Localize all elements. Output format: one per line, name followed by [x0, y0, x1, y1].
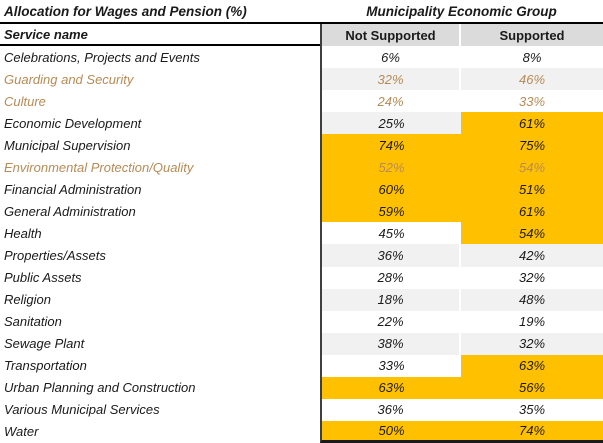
table-row: Guarding and Security 32% 46% [0, 68, 603, 91]
supported-header: Supported [461, 24, 603, 47]
service-name-cell: Water [0, 420, 320, 443]
service-name-cell: Public Assets [0, 266, 320, 289]
table-row: Sanitation 22% 19% [0, 310, 603, 333]
supported-cell: 56% [461, 376, 603, 399]
not-supported-cell: 25% [320, 112, 461, 135]
table-row: Municipal Supervision 74% 75% [0, 134, 603, 157]
table-row: Health 45% 54% [0, 222, 603, 245]
table-row: Environmental Protection/Quality 52% 54% [0, 156, 603, 179]
service-name-cell: Religion [0, 288, 320, 311]
table-body: Service name Not Supported Supported Cel… [0, 24, 603, 443]
not-supported-cell: 32% [320, 68, 461, 91]
table-row: Urban Planning and Construction 63% 56% [0, 376, 603, 399]
table-row: Sewage Plant 38% 32% [0, 332, 603, 355]
title-row: Allocation for Wages and Pension (%) Mun… [0, 0, 603, 24]
service-name-cell: Guarding and Security [0, 68, 320, 91]
table-row: Public Assets 28% 32% [0, 266, 603, 289]
supported-cell: 48% [461, 288, 603, 311]
not-supported-cell: 28% [320, 266, 461, 289]
not-supported-cell: 36% [320, 398, 461, 421]
not-supported-header: Not Supported [320, 24, 461, 47]
not-supported-cell: 6% [320, 46, 461, 69]
service-name-cell: Properties/Assets [0, 244, 320, 267]
supported-cell: 54% [461, 222, 603, 245]
supported-cell: 32% [461, 332, 603, 355]
table-row: Transportation 33% 63% [0, 354, 603, 377]
table-row: Culture 24% 33% [0, 90, 603, 113]
service-name-cell: Various Municipal Services [0, 398, 320, 421]
service-name-cell: Health [0, 222, 320, 245]
table-row: General Administration 59% 61% [0, 200, 603, 223]
table-row: Economic Development 25% 61% [0, 112, 603, 135]
table-row: Properties/Assets 36% 42% [0, 244, 603, 267]
group-header: Municipality Economic Group [366, 3, 557, 19]
not-supported-cell: 33% [320, 354, 461, 377]
not-supported-cell: 18% [320, 288, 461, 311]
not-supported-cell: 52% [320, 156, 461, 179]
not-supported-cell: 74% [320, 134, 461, 157]
table-row: Financial Administration 60% 51% [0, 178, 603, 201]
not-supported-cell: 22% [320, 310, 461, 333]
supported-cell: 42% [461, 244, 603, 267]
service-name-header: Service name [0, 24, 320, 47]
service-name-cell: Municipal Supervision [0, 134, 320, 157]
not-supported-cell: 38% [320, 332, 461, 355]
supported-cell: 61% [461, 112, 603, 135]
supported-cell: 46% [461, 68, 603, 91]
table-row: Religion 18% 48% [0, 288, 603, 311]
service-name-cell: Transportation [0, 354, 320, 377]
supported-cell: 8% [461, 46, 603, 69]
supported-cell: 51% [461, 178, 603, 201]
column-header-row: Service name Not Supported Supported [0, 24, 603, 47]
table-row: Various Municipal Services 36% 35% [0, 398, 603, 421]
supported-cell: 63% [461, 354, 603, 377]
supported-cell: 19% [461, 310, 603, 333]
supported-cell: 32% [461, 266, 603, 289]
not-supported-cell: 60% [320, 178, 461, 201]
service-name-cell: Environmental Protection/Quality [0, 156, 320, 179]
supported-cell: 75% [461, 134, 603, 157]
table-title: Allocation for Wages and Pension (%) [4, 3, 247, 19]
not-supported-cell: 50% [320, 420, 461, 443]
not-supported-cell: 36% [320, 244, 461, 267]
service-name-cell: Economic Development [0, 112, 320, 135]
not-supported-cell: 63% [320, 376, 461, 399]
supported-cell: 35% [461, 398, 603, 421]
supported-cell: 61% [461, 200, 603, 223]
supported-cell: 74% [461, 420, 603, 443]
supported-cell: 54% [461, 156, 603, 179]
service-name-cell: Celebrations, Projects and Events [0, 46, 320, 69]
service-name-cell: Sanitation [0, 310, 320, 333]
service-name-cell: Sewage Plant [0, 332, 320, 355]
service-name-cell: Culture [0, 90, 320, 113]
service-name-cell: Financial Administration [0, 178, 320, 201]
service-name-cell: General Administration [0, 200, 320, 223]
not-supported-cell: 24% [320, 90, 461, 113]
not-supported-cell: 45% [320, 222, 461, 245]
supported-cell: 33% [461, 90, 603, 113]
not-supported-cell: 59% [320, 200, 461, 223]
service-name-cell: Urban Planning and Construction [0, 376, 320, 399]
table-row: Celebrations, Projects and Events 6% 8% [0, 46, 603, 69]
table-row: Water 50% 74% [0, 420, 603, 443]
